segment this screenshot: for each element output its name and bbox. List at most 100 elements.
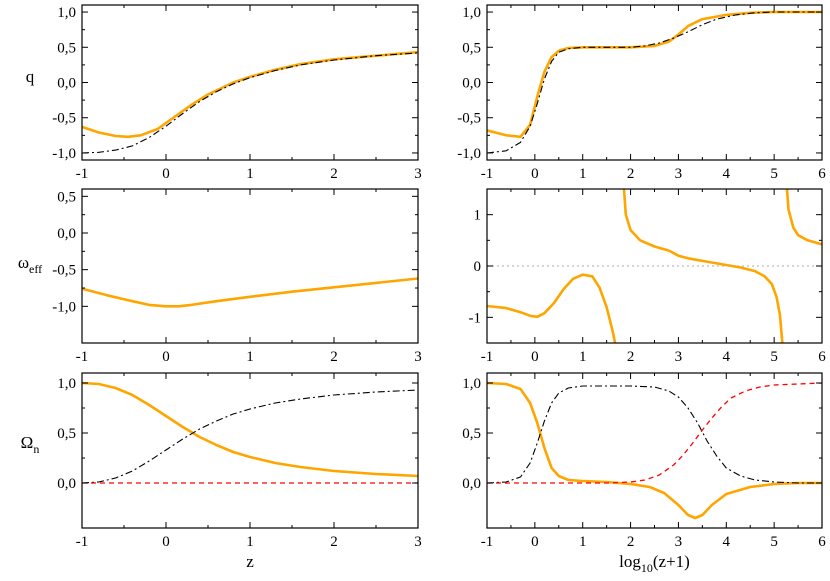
x-tick-label: 2 <box>627 166 635 182</box>
x-tick-label: -1 <box>481 349 494 365</box>
series-layer <box>487 189 822 343</box>
x-tick-label: 0 <box>531 166 539 182</box>
series-line-solid <box>82 277 418 308</box>
plot-frame <box>486 372 823 529</box>
x-tick-label: 0 <box>162 349 170 365</box>
x-tick-label: 3 <box>414 166 422 182</box>
x-tick-label: -1 <box>76 534 89 550</box>
series-line-solid <box>82 50 418 139</box>
panel-omega-log: -1 0 1 2 3 4 5 6 0,0 0,5 1,0 log10(z+1) <box>462 372 826 575</box>
tick-layer: -1 0 1 2 3 -1,0 -0,5 0,0 0,5 <box>52 189 422 365</box>
x-axis-label: z <box>246 552 254 571</box>
y-tick-label: 1,0 <box>57 5 76 21</box>
x-tick-label: 2 <box>330 534 338 550</box>
series-line-solid <box>487 273 617 343</box>
x-tick-label: 5 <box>770 166 778 182</box>
x-tick-label: 5 <box>770 349 778 365</box>
x-tick-label: 1 <box>246 534 254 550</box>
x-tick-label: 6 <box>818 166 826 182</box>
series-layer <box>487 381 822 520</box>
series-line-solid <box>785 189 822 246</box>
y-tick-label: 0,0 <box>57 76 76 92</box>
x-tick-label: 0 <box>162 166 170 182</box>
y-tick-label: 0,0 <box>57 226 76 242</box>
x-tick-label: 1 <box>246 349 254 365</box>
panel-omega-z: -1 0 1 2 3 0,0 0,5 1,0 Ωn z <box>21 372 422 571</box>
panel-w-log: -1 0 1 2 3 4 5 6 -1 0 1 <box>469 188 826 365</box>
x-tick-label: 3 <box>675 349 683 365</box>
x-tick-label: 3 <box>414 349 422 365</box>
series-line-dashdot <box>487 11 822 154</box>
x-tick-label: 1 <box>579 166 587 182</box>
series-line-solid <box>487 10 822 139</box>
x-tick-label: 4 <box>723 349 731 365</box>
x-tick-label: -1 <box>481 534 494 550</box>
tick-layer: -1 0 1 2 3 -1,0 -0,5 0,0 0,5 1,0 <box>52 5 422 182</box>
x-tick-label: 3 <box>414 534 422 550</box>
y-tick-label: 0,0 <box>57 476 76 492</box>
y-tick-label: 1,0 <box>462 5 481 21</box>
y-tick-label: -1,0 <box>52 146 76 162</box>
panel-w-z: -1 0 1 2 3 -1,0 -0,5 0,0 0,5 ωeff <box>18 188 422 365</box>
series-layer <box>82 277 418 308</box>
series-layer <box>487 10 822 154</box>
y-tick-label: 0,0 <box>462 76 481 92</box>
y-tick-label: 1,0 <box>57 376 76 392</box>
y-tick-label: 1 <box>474 208 482 224</box>
y-tick-label: 0,5 <box>462 40 481 56</box>
x-tick-label: 0 <box>531 349 539 365</box>
series-layer <box>82 381 418 484</box>
y-axis-label: q <box>26 67 35 86</box>
y-tick-label: 0,5 <box>462 426 481 442</box>
x-axis-label: log10(z+1) <box>619 552 690 575</box>
y-tick-label: -1,0 <box>457 146 481 162</box>
series-line-solid <box>487 381 822 520</box>
x-tick-label: 3 <box>675 534 683 550</box>
x-tick-label: 3 <box>675 166 683 182</box>
y-tick-label: -0,5 <box>457 111 481 127</box>
x-tick-label: 4 <box>723 534 731 550</box>
tick-layer: -1 0 1 2 3 4 5 6 -1 0 1 <box>469 189 826 365</box>
x-tick-label: 1 <box>579 534 587 550</box>
x-tick-label: 0 <box>162 534 170 550</box>
series-line-dashdot <box>82 389 418 484</box>
y-axis-label: Ωn <box>21 433 40 456</box>
plot-frame <box>486 4 823 161</box>
x-tick-label: 2 <box>330 166 338 182</box>
y-tick-label: -0,5 <box>52 111 76 127</box>
y-tick-label: 1,0 <box>462 376 481 392</box>
series-line-solid <box>82 381 418 478</box>
series-line-dashdot <box>82 52 418 154</box>
series-line-dashed <box>487 382 822 484</box>
x-tick-label: -1 <box>76 349 89 365</box>
panel-q-log: -1 0 1 2 3 4 5 6 -1,0 -0,5 0,0 0,5 1,0 <box>457 4 826 182</box>
x-tick-label: 5 <box>770 534 778 550</box>
x-tick-label: 4 <box>723 166 731 182</box>
y-tick-label: 0 <box>474 259 482 275</box>
plot-frame <box>81 188 419 344</box>
tick-layer: -1 0 1 2 3 0,0 0,5 1,0 <box>57 373 422 550</box>
y-tick-label: 0,0 <box>462 476 481 492</box>
y-tick-label: -1 <box>469 310 482 326</box>
x-tick-label: -1 <box>481 166 494 182</box>
y-tick-label: -1,0 <box>52 299 76 315</box>
y-tick-label: 0,5 <box>57 189 76 205</box>
x-tick-label: 1 <box>579 349 587 365</box>
series-line-dashdot <box>487 385 822 484</box>
x-tick-label: 1 <box>246 166 254 182</box>
y-tick-label: 0,5 <box>57 40 76 56</box>
y-tick-label: 0,5 <box>57 426 76 442</box>
x-tick-label: 2 <box>627 349 635 365</box>
panel-q-z: -1 0 1 2 3 -1,0 -0,5 0,0 0,5 1,0 q <box>26 4 422 182</box>
tick-layer: -1 0 1 2 3 4 5 6 -1,0 -0,5 0,0 0,5 1,0 <box>457 5 826 182</box>
y-tick-label: -0,5 <box>52 263 76 279</box>
y-axis-label: ωeff <box>18 253 42 276</box>
x-tick-label: -1 <box>76 166 89 182</box>
tick-layer: -1 0 1 2 3 4 5 6 0,0 0,5 1,0 <box>462 373 826 550</box>
x-tick-label: 6 <box>818 534 826 550</box>
x-tick-label: 0 <box>531 534 539 550</box>
x-tick-label: 6 <box>818 349 826 365</box>
x-tick-label: 2 <box>330 349 338 365</box>
series-layer <box>82 50 418 154</box>
